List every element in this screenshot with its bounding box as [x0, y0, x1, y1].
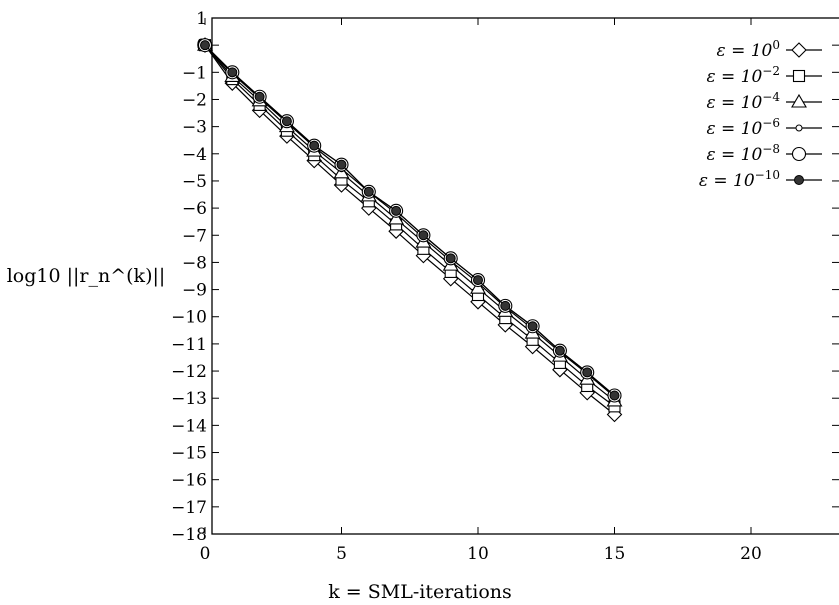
- legend-label: ε = 10−6: [706, 116, 780, 139]
- series-line: [204, 44, 615, 407]
- x-tick-label: 20: [740, 544, 762, 564]
- legend-label: ε = 10−8: [706, 142, 780, 165]
- x-tick-label: 15: [604, 544, 626, 564]
- legend-label: ε = 10−10: [699, 168, 780, 191]
- y-tick-label: −7: [182, 226, 207, 246]
- filled-circle-marker: [200, 40, 210, 51]
- y-tick-label: −18: [171, 525, 207, 545]
- y-tick-label: −16: [171, 471, 207, 491]
- plot-frame: [211, 17, 839, 535]
- y-tick-label: −11: [171, 335, 207, 355]
- y-tick-label: −3: [182, 118, 207, 138]
- legend-item: ε = 10−8: [706, 142, 822, 165]
- legend-label: ε = 10−2: [706, 64, 780, 87]
- x-tick-label: 0: [200, 544, 211, 564]
- filled-circle-marker: [445, 253, 456, 264]
- legend-label: ε = 100: [717, 38, 780, 61]
- square-marker: [792, 69, 806, 83]
- filled-circle-marker: [281, 116, 292, 127]
- filled-circle-marker: [309, 140, 320, 151]
- y-tick-label: −5: [182, 172, 207, 192]
- small-circle-marker: [795, 124, 803, 132]
- filled-circle-marker: [227, 67, 238, 78]
- legend-item: ε = 10−4: [706, 90, 822, 113]
- y-tick-label: −1: [182, 63, 207, 83]
- legend-item: ε = 10−6: [706, 116, 822, 139]
- legend: ε = 100 ε = 10−2 ε = 10−4 ε = 10−6 ε = 10−8 ε…: [699, 38, 822, 191]
- y-tick-label: −14: [171, 416, 207, 436]
- filled-circle-marker: [609, 390, 620, 401]
- diamond-marker: [791, 42, 807, 58]
- y-tick-label: −2: [182, 90, 207, 110]
- series-line: [204, 44, 615, 396]
- filled-circle-marker: [554, 345, 565, 356]
- filled-circle-marker: [363, 186, 374, 197]
- legend-item: ε = 10−2: [706, 64, 822, 87]
- y-tick-label: −12: [171, 362, 207, 382]
- filled-circle-marker: [254, 91, 265, 102]
- legend-item: ε = 100: [717, 38, 822, 61]
- triangle-marker: [470, 280, 486, 294]
- legend-item: ε = 10−10: [699, 168, 822, 191]
- filled-circle-marker: [794, 175, 804, 185]
- x-tick-label: 5: [336, 544, 347, 564]
- filled-circle-marker: [527, 321, 538, 332]
- x-axis-label: k = SML-iterations: [328, 581, 512, 603]
- filled-circle-marker: [336, 159, 347, 170]
- legend-label: ε = 10−4: [706, 90, 780, 113]
- y-tick-label: −6: [182, 199, 207, 219]
- y-tick-label: 1: [196, 9, 207, 29]
- y-tick-label: −13: [171, 389, 207, 409]
- y-tick-label: −10: [171, 308, 207, 328]
- series-line: [204, 44, 615, 398]
- triangle-marker: [388, 210, 405, 225]
- series-line: [204, 44, 615, 415]
- series-line: [204, 44, 615, 402]
- filled-circle-marker: [391, 205, 402, 216]
- circle-marker: [791, 146, 807, 162]
- x-tick-label: 10: [467, 544, 489, 564]
- series-5: [200, 40, 620, 401]
- filled-circle-marker: [582, 367, 593, 378]
- y-tick-label: −17: [171, 498, 207, 518]
- y-axis-label: log10 ||r_n^(k)||: [7, 265, 166, 287]
- y-tick-label: −4: [182, 145, 207, 165]
- filled-circle-marker: [473, 275, 483, 286]
- filled-circle-marker: [418, 230, 429, 241]
- y-tick-label: −9: [182, 281, 207, 301]
- axes: 10−1−2−3−4−5−6−7−8−9−10−11−12−13−14−15−1…: [171, 9, 839, 564]
- series-group: [197, 37, 623, 423]
- y-tick-label: −8: [182, 253, 207, 273]
- y-tick-label: −15: [171, 444, 207, 464]
- filled-circle-marker: [500, 300, 511, 311]
- triangle-marker: [791, 93, 807, 108]
